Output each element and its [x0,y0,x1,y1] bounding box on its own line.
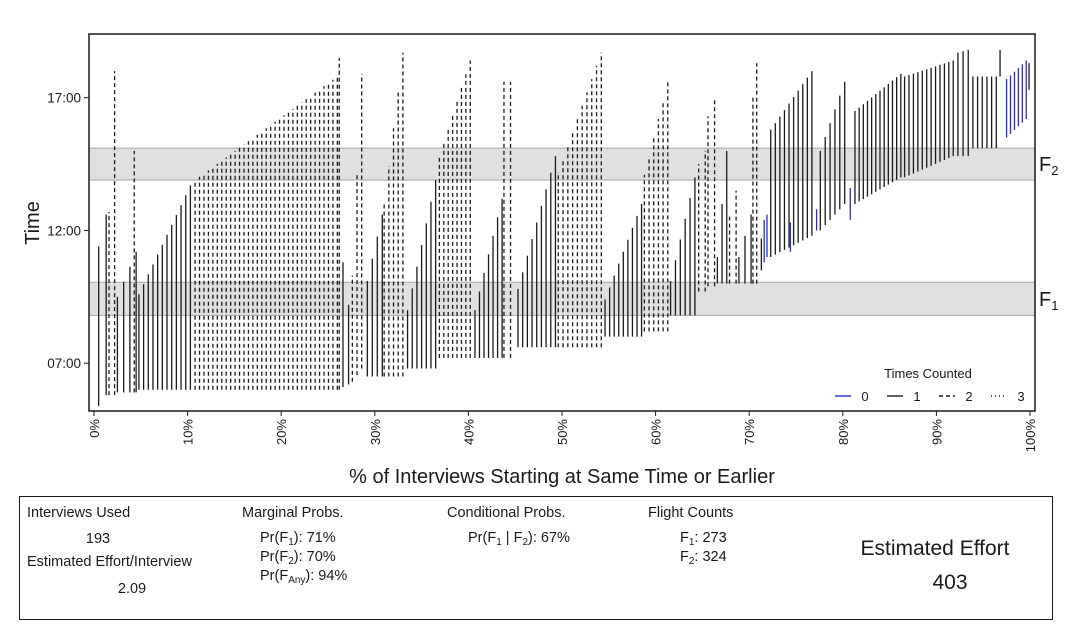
legend-label-3: 3 [1017,389,1024,404]
legend-label-2: 2 [965,389,972,404]
estimated-effort-label: Estimated Effort [860,537,1010,560]
interviews-used-label: Interviews Used [27,505,131,521]
flight-window-labels: F1 F2 [1039,154,1058,313]
flight-counts-title: Flight Counts [648,505,734,521]
y-axis-ticks: 07:00 12:00 17:00 [47,91,89,371]
interviews-used-value: 193 [85,531,111,547]
x-tick-label: 10% [181,419,196,445]
chart: 07:00 12:00 17:00 0% 10% 20% 30% 40% 50% 60% 70% 8… [22,33,1058,488]
legend-label-1: 1 [913,389,920,404]
interview-segments [98,49,1030,406]
x-tick-label: 80% [836,419,851,445]
flight-count-f2: F2: 324 [680,549,727,567]
x-tick-label: 40% [461,419,476,445]
x-tick-label: 70% [742,419,757,445]
conditional-probs-title: Conditional Probs. [447,505,566,521]
legend: Times Counted 0 1 2 3 [835,366,1025,404]
x-tick-label: 0% [87,419,102,438]
flight-window-band [88,147,1036,181]
flight-window-bands [88,147,1036,316]
flight-window-label: F1 [1039,289,1058,313]
x-axis-title: % of Interviews Starting at Same Time or… [349,466,775,488]
marginal-prob-fany: Pr(FAny): 94% [260,568,348,586]
effort-per-interview-value: 2.09 [117,581,147,597]
flight-window-label: F2 [1039,154,1058,178]
y-tick-label: 17:00 [47,91,81,106]
x-tick-label: 50% [555,419,570,445]
y-tick-label: 07:00 [47,356,81,371]
marginal-prob-f1: Pr(F1): 71% [260,530,336,548]
x-tick-label: 60% [649,419,664,445]
marginal-probs-title: Marginal Probs. [242,505,344,521]
flight-count-f1: F1: 273 [680,530,727,548]
summary-panel: Interviews Used 193 Estimated Effort/Int… [19,496,1053,620]
x-tick-label: 100% [1023,419,1038,453]
x-tick-label: 90% [929,419,944,445]
marginal-prob-f2: Pr(F2): 70% [260,549,336,567]
estimated-effort-value: 403 [932,571,968,594]
x-tick-label: 30% [368,419,383,445]
y-axis-title: Time [22,201,44,245]
conditional-prob-f1-given-f2: Pr(F1 | F2): 67% [468,530,570,548]
x-tick-label: 20% [274,419,289,445]
x-axis-ticks: 0% 10% 20% 30% 40% 50% 60% 70% 80% 90% 100% [87,411,1038,452]
effort-per-interview-label: Estimated Effort/Interview [27,554,192,570]
legend-label-0: 0 [861,389,868,404]
y-tick-label: 12:00 [47,223,81,238]
flight-window-band [88,281,1036,316]
legend-title: Times Counted [884,366,972,381]
